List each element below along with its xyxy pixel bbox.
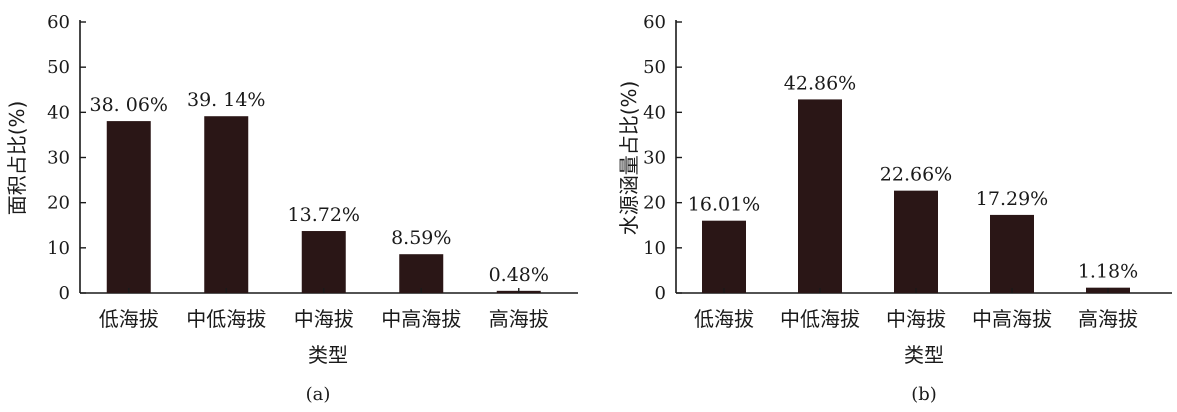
x-tick-label: 低海拔 [694, 307, 754, 331]
bar [990, 214, 1034, 293]
data-label: 17.29% [976, 188, 1048, 210]
y-tick-label: 20 [643, 193, 666, 214]
data-label: 8.59% [391, 227, 451, 249]
y-tick-label: 0 [655, 283, 666, 304]
y-tick-label: 60 [47, 12, 70, 33]
data-label: 13.72% [288, 204, 360, 226]
data-label: 0.48% [489, 264, 549, 286]
chart-panel-a: 0 10 20 30 40 50 60 低海拔 38. 06% 中低海拔 39. 14% 中海拔 13.… [5, 12, 578, 405]
x-axis-title: 类型 [904, 343, 944, 367]
y-tick-label: 40 [47, 102, 70, 123]
panel-label: (a) [306, 384, 331, 405]
y-tick-label: 20 [47, 193, 70, 214]
bar [399, 254, 444, 293]
x-tick-label: 中低海拔 [186, 307, 266, 331]
x-tick-label: 中低海拔 [780, 307, 860, 331]
x-tick-label: 高海拔 [489, 307, 549, 331]
bar [204, 116, 249, 293]
data-label: 1.18% [1078, 261, 1138, 283]
data-label: 22.66% [880, 164, 952, 186]
y-tick-label: 0 [59, 283, 70, 304]
y-tick-label: 60 [643, 12, 666, 33]
bar [702, 220, 746, 293]
y-tick-label: 10 [47, 238, 70, 259]
y-tick-label: 50 [643, 57, 666, 78]
x-axis-title: 类型 [308, 343, 348, 367]
y-tick-label: 40 [643, 102, 666, 123]
x-tick-label: 中高海拔 [381, 307, 461, 331]
y-axis-title: 面积占比(%) [5, 101, 29, 216]
bar [798, 99, 842, 293]
x-tick-label: 中海拔 [886, 307, 946, 331]
data-label: 38. 06% [90, 94, 169, 116]
data-label: 39. 14% [187, 89, 266, 111]
y-tick-label: 30 [47, 148, 70, 169]
x-tick-label: 高海拔 [1078, 307, 1138, 331]
data-label: 42.86% [784, 72, 856, 94]
y-tick-label: 30 [643, 148, 666, 169]
x-tick-label: 中高海拔 [972, 307, 1052, 331]
y-tick-label: 10 [643, 238, 666, 259]
x-tick-label: 中海拔 [294, 307, 354, 331]
y-axis-title: 水源涵量占比(%) [617, 81, 641, 236]
chart-panel-b: 0 10 20 30 40 50 60 低海拔 16.01% 中低海拔 42.86% 中海拔 22.66… [617, 12, 1172, 405]
bar [301, 231, 346, 293]
bar [894, 190, 938, 293]
data-label: 16.01% [688, 194, 760, 216]
panel-label: (b) [911, 384, 937, 405]
bar [106, 121, 151, 293]
y-tick-label: 50 [47, 57, 70, 78]
x-tick-label: 低海拔 [99, 307, 159, 331]
